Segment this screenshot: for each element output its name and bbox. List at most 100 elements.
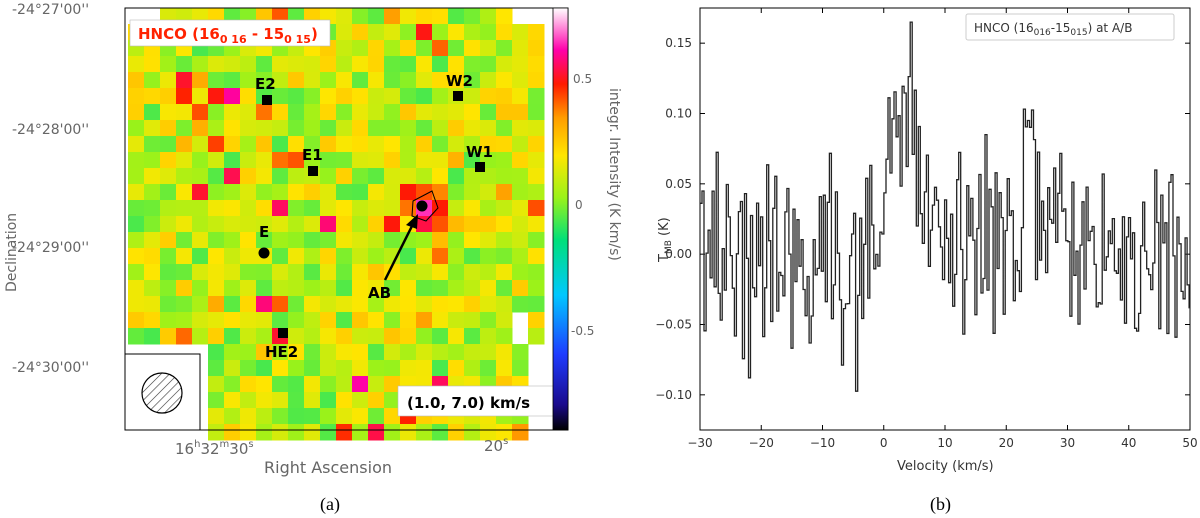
map-cell <box>144 152 161 169</box>
map-cell <box>352 184 369 201</box>
map-cell <box>448 312 465 329</box>
source-e1: E1 <box>302 146 323 176</box>
map-cell <box>160 312 177 329</box>
map-cell <box>528 88 545 105</box>
map-cell <box>128 248 145 265</box>
map-cell <box>464 344 481 361</box>
map-cell <box>416 216 433 233</box>
map-cell <box>272 424 289 441</box>
map-cell <box>224 88 241 105</box>
map-cell <box>128 56 145 73</box>
map-cell <box>400 248 417 265</box>
map-cell <box>400 24 417 41</box>
map-cell <box>240 248 257 265</box>
map-cell <box>240 168 257 185</box>
map-cell <box>512 248 529 265</box>
map-cell <box>400 8 417 25</box>
map-cell <box>352 376 369 393</box>
map-cell <box>384 392 401 409</box>
map-cell <box>512 344 529 361</box>
map-cell <box>368 232 385 249</box>
map-cell <box>464 248 481 265</box>
map-cell <box>208 72 225 89</box>
map-cell <box>288 424 305 441</box>
map-cell <box>256 344 273 361</box>
map-cell <box>240 200 257 217</box>
map-cell <box>128 136 145 153</box>
map-cell <box>512 152 529 169</box>
map-cell <box>464 56 481 73</box>
map-cell <box>304 120 321 137</box>
map-cell <box>240 328 257 345</box>
map-cell <box>400 104 417 121</box>
spectrum-legend: HNCO (16016-15015) at A/B <box>974 21 1132 38</box>
map-cell <box>496 168 513 185</box>
map-cell <box>384 120 401 137</box>
map-cell <box>416 168 433 185</box>
spectrum-xtick-label: −30 <box>687 436 712 450</box>
map-cell <box>496 56 513 73</box>
map-cell <box>368 88 385 105</box>
map-cell <box>176 296 193 313</box>
map-cell <box>192 168 209 185</box>
map-cell <box>272 104 289 121</box>
map-cell <box>432 56 449 73</box>
map-cell <box>512 136 529 153</box>
map-cell <box>464 72 481 89</box>
map-cell <box>528 296 545 313</box>
map-cell <box>208 136 225 153</box>
map-cell <box>432 8 449 25</box>
map-cell <box>160 216 177 233</box>
map-cell <box>432 88 449 105</box>
map-cell <box>432 424 449 441</box>
map-cell <box>336 264 353 281</box>
map-cell <box>480 184 497 201</box>
map-cell <box>352 328 369 345</box>
map-cell <box>176 72 193 89</box>
spectrum-ytick-label: 0.10 <box>665 107 692 121</box>
spectrum-xtick-label: −10 <box>810 436 835 450</box>
map-cell <box>480 168 497 185</box>
map-cell <box>448 280 465 297</box>
map-cell <box>304 328 321 345</box>
map-cell <box>512 24 529 41</box>
map-cell <box>208 344 225 361</box>
map-cell <box>176 232 193 249</box>
map-cell <box>144 328 161 345</box>
map-cell <box>384 136 401 153</box>
map-cell <box>432 344 449 361</box>
map-cell <box>416 104 433 121</box>
map-cell <box>368 344 385 361</box>
map-cell <box>464 312 481 329</box>
map-cell <box>320 88 337 105</box>
map-cell <box>432 200 449 217</box>
map-cell <box>160 248 177 265</box>
map-cell <box>400 152 417 169</box>
map-cell <box>464 88 481 105</box>
map-cell <box>160 152 177 169</box>
map-cell <box>480 40 497 57</box>
map-cell <box>288 216 305 233</box>
map-cell <box>320 408 337 425</box>
map-cell <box>224 216 241 233</box>
map-cell <box>320 216 337 233</box>
map-cell <box>336 232 353 249</box>
map-cell <box>176 152 193 169</box>
map-cell <box>176 216 193 233</box>
map-cell <box>528 136 545 153</box>
map-cell <box>224 376 241 393</box>
y-tick-3000: -24°30'00'' <box>12 360 89 376</box>
map-cell <box>272 120 289 137</box>
map-cell <box>288 344 305 361</box>
map-cell <box>400 168 417 185</box>
map-cell <box>384 88 401 105</box>
map-cell <box>384 280 401 297</box>
map-cell <box>416 280 433 297</box>
map-cell <box>272 264 289 281</box>
map-cell <box>320 120 337 137</box>
map-cell <box>208 280 225 297</box>
map-cell <box>384 216 401 233</box>
map-cell <box>288 168 305 185</box>
map-cell <box>496 8 513 25</box>
map-cell <box>480 136 497 153</box>
